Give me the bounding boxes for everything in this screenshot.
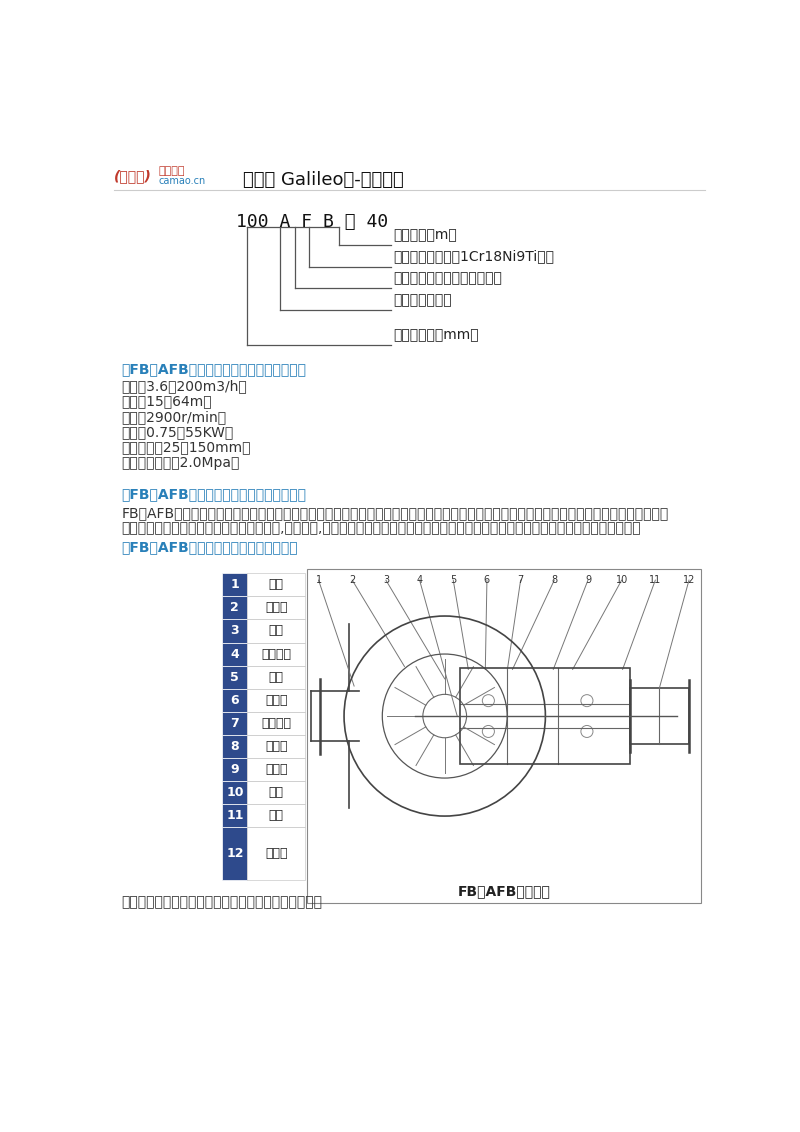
- Text: 100 A F B － 40: 100 A F B － 40: [236, 213, 388, 231]
- Text: 叶轮: 叶轮: [269, 625, 284, 637]
- Bar: [222, 781, 247, 804]
- Text: 畅销品牌: 畅销品牌: [158, 166, 185, 177]
- Text: 轴承盖: 轴承盖: [265, 740, 287, 753]
- Bar: [247, 619, 306, 643]
- Text: 轴承体: 轴承体: [265, 763, 287, 777]
- Text: 11: 11: [649, 575, 662, 585]
- Text: 7: 7: [230, 717, 239, 730]
- Text: 设计扬程（m）: 设计扬程（m）: [394, 229, 458, 242]
- Bar: [222, 804, 247, 827]
- Bar: [247, 712, 306, 735]
- Text: 功率：0.75～55KW；: 功率：0.75～55KW；: [122, 426, 234, 439]
- Bar: [222, 597, 247, 619]
- Bar: [222, 666, 247, 688]
- Bar: [247, 827, 306, 880]
- Text: camao.cn: camao.cn: [158, 175, 206, 186]
- Text: 5: 5: [230, 670, 239, 684]
- Text: 6: 6: [230, 694, 239, 706]
- Bar: [247, 643, 306, 666]
- Bar: [247, 758, 306, 781]
- Text: 6: 6: [484, 575, 490, 585]
- Text: 单级单吸悬臂式耐腐蚀离心泵: 单级单吸悬臂式耐腐蚀离心泵: [394, 272, 502, 285]
- Bar: [222, 712, 247, 735]
- Text: 叶轮耗母: 叶轮耗母: [262, 648, 291, 661]
- Text: (伽利略): (伽利略): [114, 169, 152, 183]
- Bar: [460, 668, 630, 764]
- Text: 7: 7: [518, 575, 524, 585]
- Text: 4: 4: [417, 575, 422, 585]
- Bar: [222, 688, 247, 712]
- Text: 机械密封: 机械密封: [262, 717, 291, 730]
- Text: 泵盖: 泵盖: [269, 670, 284, 684]
- Text: 进口直径：25～150mm；: 进口直径：25～150mm；: [122, 440, 251, 455]
- Bar: [222, 643, 247, 666]
- Text: 轴承: 轴承: [269, 809, 284, 822]
- Bar: [222, 827, 247, 880]
- Bar: [247, 781, 306, 804]
- Text: 11: 11: [226, 809, 243, 822]
- Text: 8: 8: [551, 575, 558, 585]
- Bar: [247, 597, 306, 619]
- Bar: [222, 619, 247, 643]
- Bar: [630, 688, 689, 744]
- Text: 3: 3: [230, 625, 239, 637]
- Text: 5: 5: [450, 575, 456, 585]
- Text: 【FB、AFB型不锈钙耐腐蚀泵】技术参数：: 【FB、AFB型不锈钙耐腐蚀泵】技术参数：: [122, 362, 306, 376]
- Text: 密封盖: 密封盖: [265, 694, 287, 706]
- Bar: [247, 573, 306, 597]
- Text: 【FB、AFB型不锈钙耐腐蚀泵】产品用途：: 【FB、AFB型不锈钙耐腐蚀泵】产品用途：: [122, 487, 306, 500]
- Text: 吸入口直径（mm）: 吸入口直径（mm）: [394, 328, 479, 342]
- Text: 最高工作压力：2.0Mpa。: 最高工作压力：2.0Mpa。: [122, 456, 240, 470]
- Text: 10: 10: [615, 575, 628, 585]
- Text: 付叶轮单面密封: 付叶轮单面密封: [394, 293, 452, 307]
- Text: 4: 4: [230, 648, 239, 661]
- Text: 密封环: 密封环: [265, 601, 287, 615]
- Bar: [222, 573, 247, 597]
- Text: 产品质量、减少跑、冒、滴、漏，防止污染,改善环境,发挥很大的作用。具有性能稳定可靠、密封性能好，造型美观，使用检修方便等优点。: 产品质量、减少跑、冒、滴、漏，防止污染,改善环境,发挥很大的作用。具有性能稳定可…: [122, 522, 642, 535]
- Text: 1: 1: [315, 575, 322, 585]
- Text: 泵壳: 泵壳: [269, 578, 284, 591]
- Bar: [247, 688, 306, 712]
- Bar: [247, 804, 306, 827]
- Text: 1: 1: [230, 578, 239, 591]
- Text: 9: 9: [230, 763, 239, 777]
- Text: 伽利略 Galileo泵-欧洲品质: 伽利略 Galileo泵-欧洲品质: [243, 171, 404, 189]
- Text: 3: 3: [383, 575, 389, 585]
- Text: 联轴节: 联轴节: [265, 847, 287, 860]
- Text: FB、AFB型结构图: FB、AFB型结构图: [458, 884, 550, 898]
- Text: 2: 2: [230, 601, 239, 615]
- Bar: [247, 666, 306, 688]
- Text: 泵的旋转方向：自吸入口向电机端看为顺针方向旋转。: 泵的旋转方向：自吸入口向电机端看为顺针方向旋转。: [122, 895, 322, 910]
- Text: 流量：3.6～200m3/h；: 流量：3.6～200m3/h；: [122, 379, 247, 393]
- Bar: [307, 569, 701, 902]
- Text: FB、AFB型不锈钙耐腐蚀泵广泛应用于化工、石油、冶金、轻工、合成纤维、环保、食品、医药等部门。该类产品采用双端面机械密封，为提高: FB、AFB型不锈钙耐腐蚀泵广泛应用于化工、石油、冶金、轻工、合成纤维、环保、食…: [122, 506, 669, 520]
- Bar: [222, 735, 247, 758]
- Text: 转速：2900r/min；: 转速：2900r/min；: [122, 410, 227, 423]
- Text: 过流部分为不锈鑢1Cr18Ni9Ti制造: 过流部分为不锈鑢1Cr18Ni9Ti制造: [394, 250, 554, 264]
- Text: 2: 2: [349, 575, 355, 585]
- Text: 泵轴: 泵轴: [269, 786, 284, 799]
- Text: 扬程：15～64m；: 扬程：15～64m；: [122, 394, 212, 409]
- Text: 9: 9: [585, 575, 591, 585]
- Text: 10: 10: [226, 786, 243, 799]
- Bar: [222, 758, 247, 781]
- Text: 12: 12: [683, 575, 695, 585]
- Text: 12: 12: [226, 847, 243, 860]
- Text: 【FB、AFB型不锈鑉耐腐蚀泵】结构图：: 【FB、AFB型不锈鑉耐腐蚀泵】结构图：: [122, 541, 298, 555]
- Bar: [247, 735, 306, 758]
- Text: 8: 8: [230, 740, 239, 753]
